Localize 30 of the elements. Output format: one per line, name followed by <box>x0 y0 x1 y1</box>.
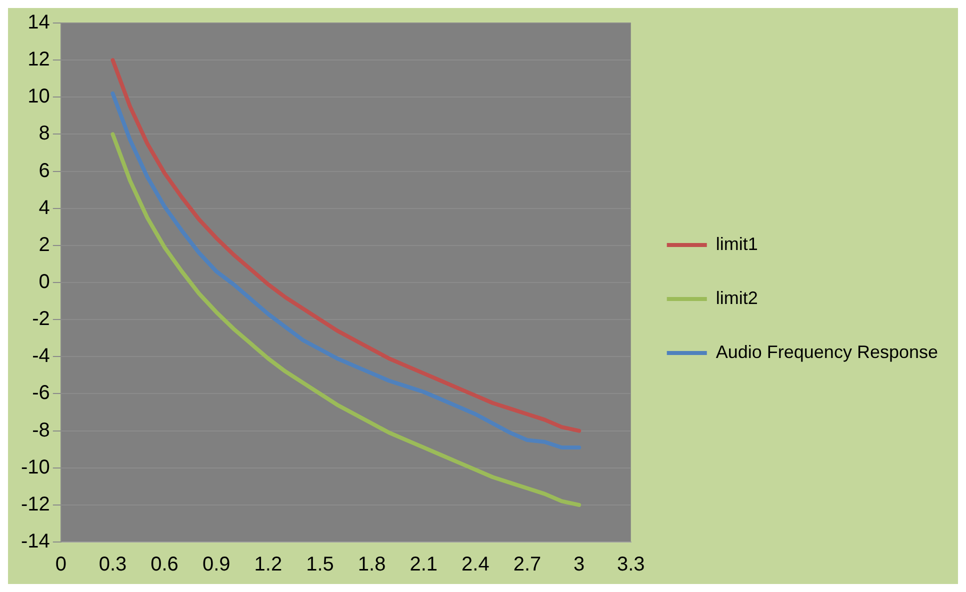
y-tick-label: -8 <box>32 419 50 442</box>
x-tick-label: 2.7 <box>513 554 542 576</box>
legend-label: limit2 <box>716 288 758 308</box>
y-tick-label: -10 <box>21 456 50 478</box>
x-tick-label: 1.8 <box>358 554 386 576</box>
x-tick-label: 0.6 <box>150 554 178 576</box>
y-tick-label: -12 <box>21 493 50 516</box>
x-tick-label: 0.9 <box>202 554 230 576</box>
y-tick-label: -6 <box>32 382 50 404</box>
y-tick-label: -2 <box>32 308 50 330</box>
x-tick-label: 0.3 <box>98 554 127 576</box>
x-tick-label: 1.5 <box>306 554 334 576</box>
y-tick-label: 8 <box>38 122 50 145</box>
x-tick-label: 2.1 <box>410 554 438 576</box>
x-tick-label: 3.3 <box>616 554 645 576</box>
y-tick-label: 10 <box>28 86 50 108</box>
x-tick-label: 3 <box>573 554 585 576</box>
y-tick-label: 12 <box>28 48 50 71</box>
x-tick-label: 2.4 <box>462 554 490 576</box>
y-tick-label: 14 <box>28 12 50 34</box>
y-tick-label: 6 <box>38 160 50 182</box>
x-tick-label: 0 <box>55 554 66 576</box>
legend-label: limit1 <box>716 234 758 254</box>
y-tick-label: 4 <box>38 196 50 219</box>
legend-label: Audio Frequency Response <box>716 342 938 362</box>
y-tick-label: 2 <box>38 234 50 256</box>
x-tick-label: 1.2 <box>254 554 282 576</box>
y-tick-label: -14 <box>21 530 50 553</box>
y-tick-label: 0 <box>38 271 50 294</box>
y-tick-label: -4 <box>32 345 50 368</box>
